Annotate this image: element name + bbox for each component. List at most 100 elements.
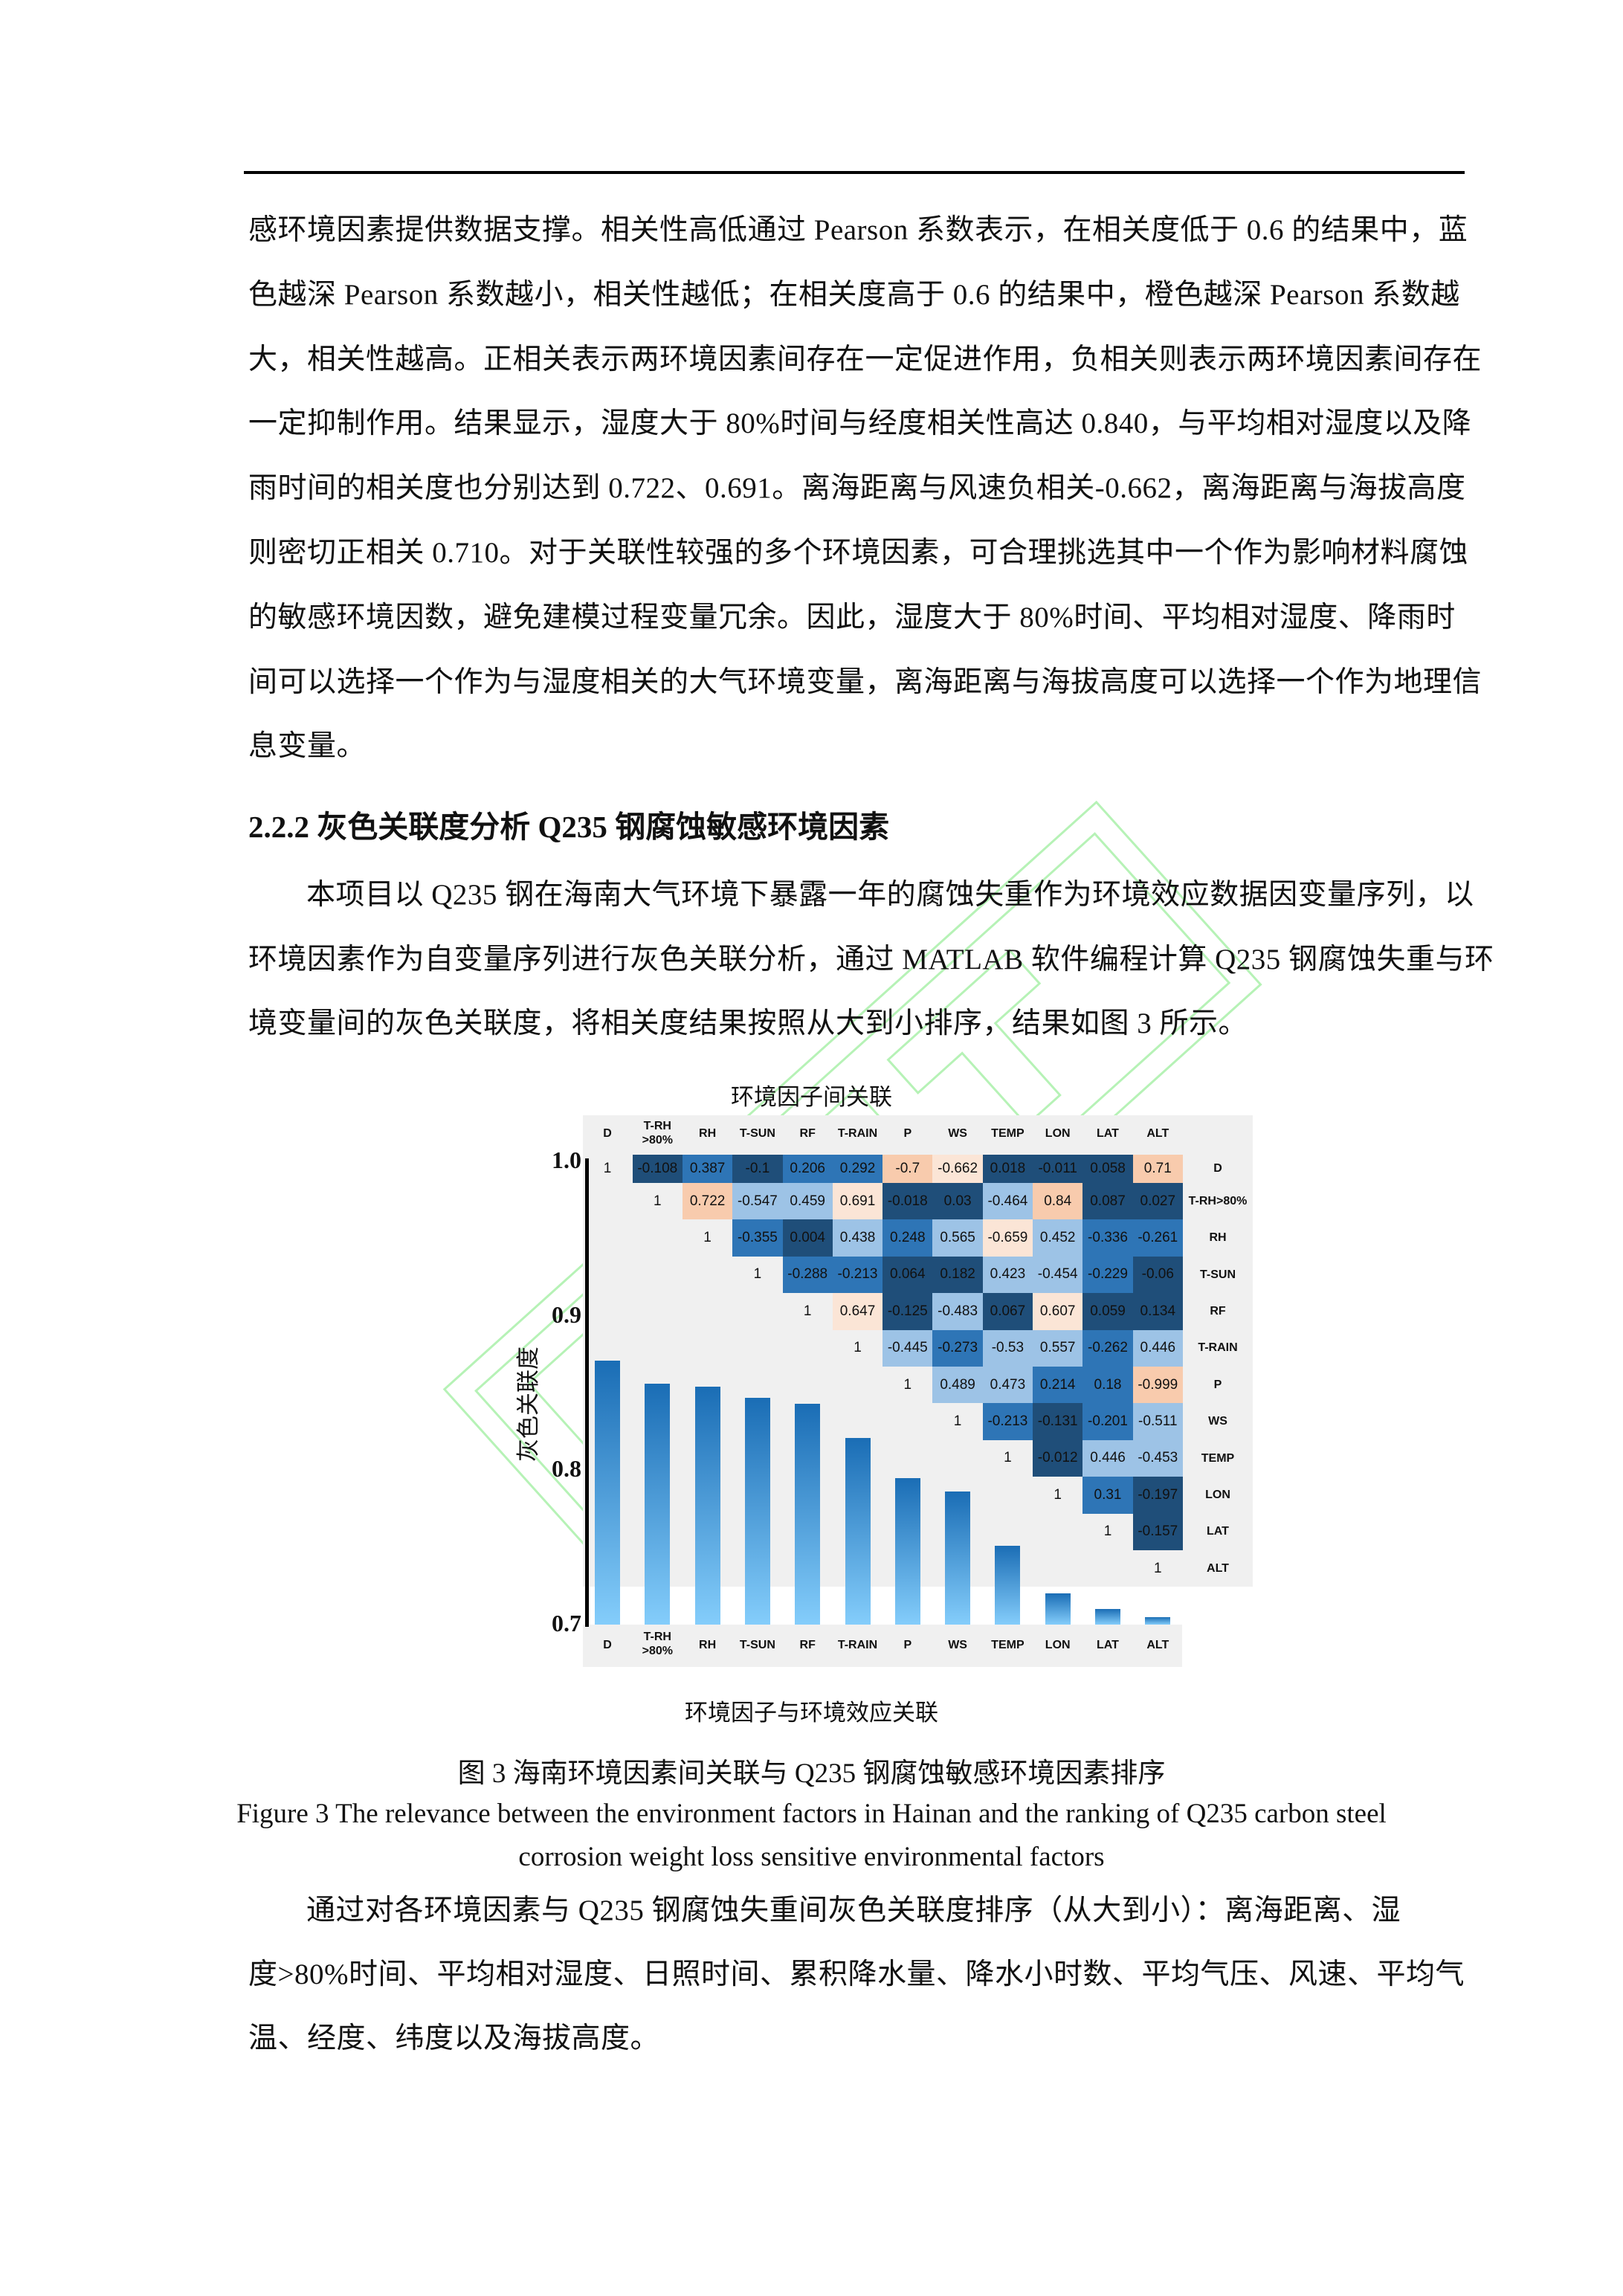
heatmap-col-label: TEMP bbox=[991, 1127, 1025, 1140]
heatmap-row-label: ALT bbox=[1207, 1561, 1229, 1575]
heatmap-cell: -0.108 bbox=[632, 1155, 683, 1183]
heatmap-cell: 0.064 bbox=[883, 1256, 933, 1294]
heatmap-col-label: WS bbox=[948, 1127, 967, 1140]
heatmap-cell: -0.018 bbox=[883, 1183, 933, 1220]
heatmap-col-label: RF bbox=[799, 1127, 816, 1140]
heatmap-cell: 0.31 bbox=[1082, 1477, 1133, 1514]
y-axis-line bbox=[585, 1158, 589, 1627]
heatmap-cell: -0.53 bbox=[982, 1329, 1033, 1367]
bar-t-rh-80- bbox=[645, 1384, 671, 1625]
bar-axis-panel bbox=[583, 1625, 1182, 1667]
heatmap-cell: -0.1 bbox=[732, 1155, 783, 1183]
bar-x-tick-label: TEMP bbox=[991, 1639, 1025, 1651]
heatmap-diagonal-cell: 1 bbox=[854, 1340, 862, 1356]
bar-x-tick-label: ALT bbox=[1146, 1639, 1169, 1651]
heatmap-cell: -0.659 bbox=[982, 1219, 1033, 1257]
heatmap-cell: 0.722 bbox=[682, 1183, 733, 1220]
x-axis-title: 环境因子与环境效应关联 bbox=[685, 1700, 938, 1726]
heatmap-cell: -0.197 bbox=[1132, 1477, 1183, 1514]
heatmap-col-label: T-RAIN bbox=[837, 1127, 878, 1140]
heatmap-row-label: T-RAIN bbox=[1198, 1341, 1238, 1355]
heatmap-row-label: D bbox=[1213, 1162, 1222, 1175]
heatmap-cell: 0.446 bbox=[1082, 1439, 1133, 1477]
bar-lat bbox=[1095, 1609, 1120, 1625]
text-line: 大，相关性越高。正相关表示两环境因素间存在一定促进作用，负相关则表示两环境因素间… bbox=[248, 343, 1482, 375]
heatmap-cell: -0.445 bbox=[883, 1329, 933, 1367]
heatmap-cell: -0.012 bbox=[1033, 1439, 1083, 1477]
heatmap-row-label: RH bbox=[1209, 1231, 1227, 1245]
heatmap-cell: -0.483 bbox=[932, 1293, 983, 1330]
heatmap-row-label: T-SUN bbox=[1200, 1268, 1236, 1281]
heatmap-cell: -0.262 bbox=[1082, 1329, 1133, 1367]
heatmap-cell: 0.438 bbox=[832, 1219, 883, 1257]
bar-temp bbox=[995, 1546, 1021, 1625]
heatmap-cell: -0.125 bbox=[883, 1293, 933, 1330]
heatmap-cell: 0.84 bbox=[1033, 1183, 1083, 1220]
heatmap-cell: -0.213 bbox=[982, 1403, 1033, 1440]
heatmap-col-label: ALT bbox=[1146, 1127, 1169, 1140]
bar-ws bbox=[945, 1492, 971, 1625]
text-line: 的敏感环境因数，避免建模过程变量冗余。因此，湿度大于 80%时间、平均相对湿度、… bbox=[248, 601, 1456, 633]
heatmap-cell: 0.607 bbox=[1033, 1293, 1083, 1330]
text-line: 环境因素作为自变量序列进行灰色关联分析，通过 MATLAB 软件编程计算 Q23… bbox=[248, 943, 1494, 976]
heatmap-row-label: P bbox=[1213, 1378, 1222, 1391]
text-line: 本项目以 Q235 钢在海南大气环境下暴露一年的腐蚀失重作为环境效应数据因变量序… bbox=[306, 879, 1474, 911]
heatmap-cell: 0.387 bbox=[682, 1155, 733, 1183]
heatmap-row-label: WS bbox=[1208, 1415, 1227, 1428]
heatmap-diagonal-cell: 1 bbox=[654, 1193, 662, 1209]
heatmap-cell: -0.288 bbox=[782, 1256, 833, 1294]
heatmap-col-label: T-SUN bbox=[739, 1127, 775, 1140]
bar-p bbox=[894, 1477, 920, 1625]
text-line: 一定抑制作用。结果显示，湿度大于 80%时间与经度相关性高达 0.840，与平均… bbox=[248, 407, 1472, 440]
bar-x-tick-label: T-RH >80% bbox=[642, 1631, 673, 1657]
heatmap-cell: 0.067 bbox=[982, 1293, 1033, 1330]
heatmap-cell: -0.355 bbox=[732, 1219, 783, 1257]
text-line: 色越深 Pearson 系数越小，相关性越低；在相关度高于 0.6 的结果中，橙… bbox=[248, 278, 1460, 311]
heatmap-cell: -0.464 bbox=[982, 1183, 1033, 1220]
heatmap-diagonal-cell: 1 bbox=[803, 1303, 812, 1319]
heatmap-diagonal-cell: 1 bbox=[753, 1266, 762, 1283]
text-line: 间可以选择一个作为与湿度相关的大气环境变量，离海距离与海拔高度可以选择一个作为地… bbox=[248, 665, 1482, 698]
heatmap-diagonal-cell: 1 bbox=[903, 1376, 912, 1393]
section-heading: 2.2.2 灰色关联度分析 Q235 钢腐蚀敏感环境因素 bbox=[248, 810, 890, 844]
heatmap-cell: -0.011 bbox=[1033, 1155, 1083, 1183]
text-line: 温、经度、纬度以及海拔高度。 bbox=[248, 2022, 660, 2054]
heatmap-cell: 0.292 bbox=[832, 1155, 883, 1183]
bar-x-tick-label: D bbox=[603, 1639, 612, 1651]
heatmap-cell: -0.261 bbox=[1132, 1219, 1183, 1257]
heatmap-diagonal-cell: 1 bbox=[1103, 1523, 1112, 1540]
bar-x-tick-label: T-SUN bbox=[739, 1639, 775, 1651]
heatmap-cell: -0.999 bbox=[1132, 1367, 1183, 1404]
heatmap-cell: 0.489 bbox=[932, 1367, 983, 1404]
bar-x-tick-label: RF bbox=[799, 1639, 816, 1651]
bar-x-tick-label: LAT bbox=[1097, 1639, 1119, 1651]
heatmap-col-label: LAT bbox=[1097, 1127, 1119, 1140]
heatmap-col-label: T-RH >80% bbox=[642, 1120, 673, 1147]
heatmap-cell: 0.565 bbox=[932, 1219, 983, 1257]
text-line: 度>80%时间、平均相对湿度、日照时间、累积降水量、降水小时数、平均气压、风速、… bbox=[248, 1958, 1465, 1990]
heatmap-cell: 0.059 bbox=[1082, 1293, 1133, 1330]
y-tick-label: 1.0 bbox=[552, 1147, 581, 1173]
heatmap-row-label: LON bbox=[1205, 1488, 1230, 1501]
heatmap-cell: -0.454 bbox=[1033, 1256, 1083, 1294]
caption-en-line-2: corrosion weight loss sensitive environm… bbox=[518, 1842, 1105, 1872]
caption-en-line-1: Figure 3 The relevance between the envir… bbox=[236, 1799, 1387, 1829]
bar-x-tick-label: P bbox=[903, 1639, 912, 1651]
heatmap-cell: 0.557 bbox=[1033, 1329, 1083, 1367]
heatmap-cell: 0.473 bbox=[982, 1367, 1033, 1404]
text-line: 息变量。 bbox=[248, 730, 367, 763]
heatmap-cell: 0.087 bbox=[1082, 1183, 1133, 1220]
heatmap-cell: 0.691 bbox=[832, 1183, 883, 1220]
heatmap-cell: -0.547 bbox=[732, 1183, 783, 1220]
heatmap-cell: -0.7 bbox=[883, 1155, 933, 1183]
heatmap-cell: 0.018 bbox=[982, 1155, 1033, 1183]
heatmap-cell: 0.459 bbox=[782, 1183, 833, 1220]
bar-rh bbox=[694, 1387, 720, 1625]
heatmap-col-label: LON bbox=[1045, 1127, 1071, 1140]
heatmap-cell: 0.647 bbox=[832, 1293, 883, 1330]
heatmap-diagonal-cell: 1 bbox=[1054, 1486, 1062, 1503]
heatmap-cell: 0.71 bbox=[1132, 1155, 1183, 1183]
heatmap-cell: 0.214 bbox=[1033, 1367, 1083, 1404]
bar-rf bbox=[795, 1404, 821, 1625]
heatmap-cell: -0.273 bbox=[932, 1329, 983, 1367]
